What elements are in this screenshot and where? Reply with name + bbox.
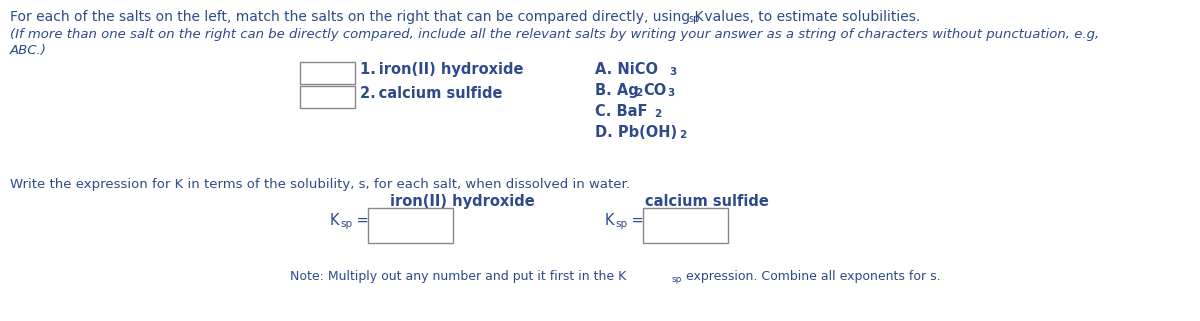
Text: =: = — [352, 213, 368, 228]
Text: CO: CO — [643, 83, 666, 98]
Text: sp: sp — [688, 14, 700, 24]
Text: 2: 2 — [635, 88, 642, 98]
Text: K: K — [330, 213, 340, 228]
Text: values, to estimate solubilities.: values, to estimate solubilities. — [700, 10, 920, 24]
FancyBboxPatch shape — [300, 86, 355, 108]
Text: K: K — [605, 213, 614, 228]
Text: For each of the salts on the left, match the salts on the right that can be comp: For each of the salts on the left, match… — [10, 10, 703, 24]
Text: 3: 3 — [670, 67, 677, 77]
Text: 3: 3 — [667, 88, 674, 98]
Text: sp: sp — [616, 219, 628, 229]
Text: sp: sp — [672, 275, 683, 284]
Text: 2. calcium sulfide: 2. calcium sulfide — [360, 86, 503, 101]
FancyBboxPatch shape — [368, 208, 454, 243]
Text: B. Ag: B. Ag — [595, 83, 638, 98]
Text: 1. iron(II) hydroxide: 1. iron(II) hydroxide — [360, 62, 523, 77]
Text: Note: Multiply out any number and put it first in the K: Note: Multiply out any number and put it… — [290, 270, 626, 283]
Text: sp: sp — [340, 219, 352, 229]
Text: Write the expression for K in terms of the solubility, s, for each salt, when di: Write the expression for K in terms of t… — [10, 178, 630, 191]
Text: calcium sulfide: calcium sulfide — [646, 194, 769, 209]
Text: =: = — [628, 213, 643, 228]
Text: C. BaF: C. BaF — [595, 104, 648, 119]
Text: ABC.): ABC.) — [10, 44, 47, 57]
Text: (If more than one salt on the right can be directly compared, include all the re: (If more than one salt on the right can … — [10, 28, 1099, 41]
Text: 2: 2 — [679, 130, 686, 140]
Text: iron(II) hydroxide: iron(II) hydroxide — [390, 194, 535, 209]
Text: expression. Combine all exponents for s.: expression. Combine all exponents for s. — [682, 270, 941, 283]
FancyBboxPatch shape — [643, 208, 728, 243]
Text: A. NiCO: A. NiCO — [595, 62, 658, 77]
Text: 2: 2 — [654, 109, 661, 119]
FancyBboxPatch shape — [300, 62, 355, 84]
Text: D. Pb(OH): D. Pb(OH) — [595, 125, 677, 140]
